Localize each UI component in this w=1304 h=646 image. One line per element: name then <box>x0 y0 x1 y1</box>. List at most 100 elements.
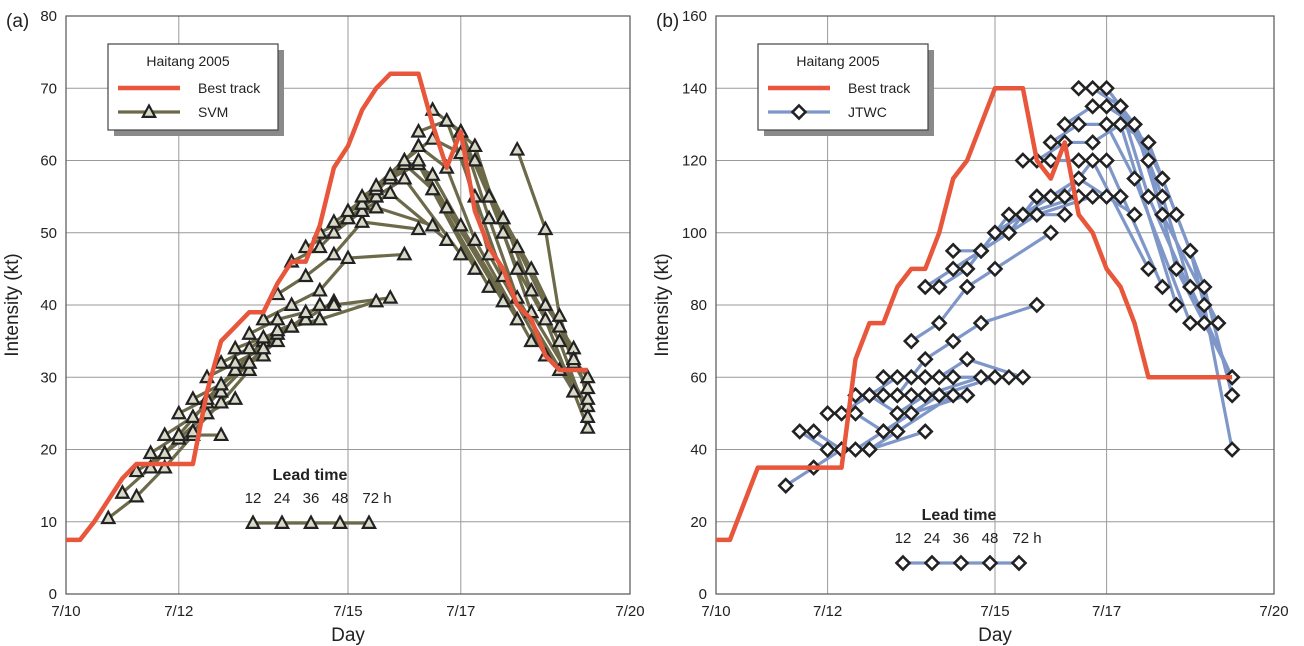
svm-marker <box>354 202 371 218</box>
jtwc-marker <box>1056 206 1074 224</box>
lead-time-label: 36 <box>953 530 970 547</box>
lead-time-title: Lead time <box>273 467 348 484</box>
lead-time-label: 12 <box>245 490 262 507</box>
y-axis-label: Intensity (kt) <box>2 253 23 356</box>
lead-time-label: 24 <box>924 530 941 547</box>
jtwc-marker <box>1042 134 1060 151</box>
jtwc-marker <box>1042 224 1060 242</box>
x-tick-label: 7/10 <box>51 603 80 620</box>
jtwc-marker <box>875 423 892 440</box>
jtwc-marker <box>1014 368 1032 386</box>
jtwc-marker <box>847 405 864 422</box>
legend-label-best-track: Best track <box>848 80 911 96</box>
svm-marker <box>509 260 526 275</box>
jtwc-marker <box>916 423 934 440</box>
jtwc-marker <box>944 332 962 350</box>
x-tick-label: 7/20 <box>615 603 644 620</box>
jtwc-marker <box>1098 188 1115 205</box>
jtwc-marker <box>1070 116 1088 133</box>
chart-a: 0 10 20 30 40 50 60 70 80 7/10 7/12 7/15 7/17 7/20 Day… <box>2 8 645 646</box>
lead-time-marker <box>923 554 941 572</box>
jtwc-marker <box>972 314 990 332</box>
svm-marker <box>452 216 469 232</box>
jtwc-marker <box>1028 206 1046 224</box>
legend-label-forecast: JTWC <box>848 104 887 120</box>
svm-marker <box>297 267 314 283</box>
svm-marker <box>382 184 399 199</box>
svm-marker <box>156 458 173 474</box>
best-track-line <box>66 71 588 543</box>
tick-labels: 0 10 20 30 40 50 60 70 80 7/10 7/12 7/15 7/17 7/20 <box>40 8 644 620</box>
svm-marker <box>241 353 258 369</box>
svm-marker <box>325 245 342 261</box>
y-tick-label: 70 <box>40 80 57 97</box>
legend-label-forecast: SVM <box>198 104 228 120</box>
panel-label: (a) <box>6 11 29 32</box>
jtwc-marker <box>1028 188 1046 205</box>
y-tick-label: 140 <box>682 80 707 97</box>
jtwc-marker <box>1056 188 1074 205</box>
jtwc-marker <box>1195 314 1213 332</box>
jtwc-marker <box>944 242 962 260</box>
forecast-line <box>784 429 926 487</box>
svm-marker <box>100 509 117 525</box>
svm-marker <box>438 198 455 214</box>
legend-marker <box>140 103 158 118</box>
svm-marker <box>241 325 258 340</box>
jtwc-marker <box>847 441 864 458</box>
svm-marker <box>565 350 582 366</box>
svm-marker <box>537 220 554 236</box>
svm-marker <box>283 296 300 311</box>
jtwc-marker <box>916 350 934 368</box>
svm-marker <box>579 390 596 405</box>
lead-time-marker <box>894 554 912 572</box>
svm-marker <box>339 202 357 218</box>
svm-marker <box>114 484 131 499</box>
jtwc-marker <box>958 386 976 404</box>
jtwc-marker <box>1070 79 1088 97</box>
jtwc-marker <box>1042 152 1060 169</box>
jtwc-marker <box>1084 134 1101 151</box>
svm-marker <box>213 353 230 369</box>
jtwc-marker <box>972 368 990 386</box>
jtwc-marker <box>889 368 906 386</box>
lead-time-marker <box>273 514 291 529</box>
jtwc-marker <box>930 386 948 404</box>
svm-marker <box>227 339 244 355</box>
jtwc-marker <box>1140 152 1157 169</box>
y-tick-label: 0 <box>699 586 707 603</box>
jtwc-marker <box>805 423 822 440</box>
jtwc-marker <box>902 368 920 386</box>
y-tick-label: 80 <box>40 8 57 25</box>
jtwc-marker <box>1154 170 1171 187</box>
jtwc-marker <box>1028 296 1046 314</box>
jtwc-marker <box>861 441 878 458</box>
svm-marker <box>551 307 568 322</box>
jtwc-marker <box>944 368 962 386</box>
y-tick-label: 60 <box>40 153 57 170</box>
jtwc-marker <box>875 386 892 404</box>
jtwc-marker <box>930 368 948 386</box>
svm-marker <box>579 368 596 384</box>
jtwc-marker <box>1042 188 1060 205</box>
jtwc-marker <box>1223 441 1241 458</box>
jtwc-marker <box>1195 278 1213 296</box>
jtwc-marker <box>1084 152 1101 169</box>
best-track-line <box>716 86 1233 543</box>
svm-marker <box>170 426 187 442</box>
svm-marker <box>452 245 469 261</box>
jtwc-marker <box>986 224 1004 242</box>
svm-marker <box>480 209 498 225</box>
legend-title: Haitang 2005 <box>146 53 230 69</box>
jtwc-marker <box>958 278 976 296</box>
jtwc-marker <box>1014 206 1032 224</box>
svm-marker <box>537 310 554 326</box>
svm-marker <box>255 346 272 362</box>
svm-marker <box>480 278 498 293</box>
x-tick-label: 7/17 <box>1092 603 1121 620</box>
jtwc-marker <box>1112 188 1129 205</box>
jtwc-marker <box>972 242 990 260</box>
svm-marker <box>156 426 173 442</box>
jtwc-marker <box>916 278 934 296</box>
svm-marker <box>142 444 159 460</box>
